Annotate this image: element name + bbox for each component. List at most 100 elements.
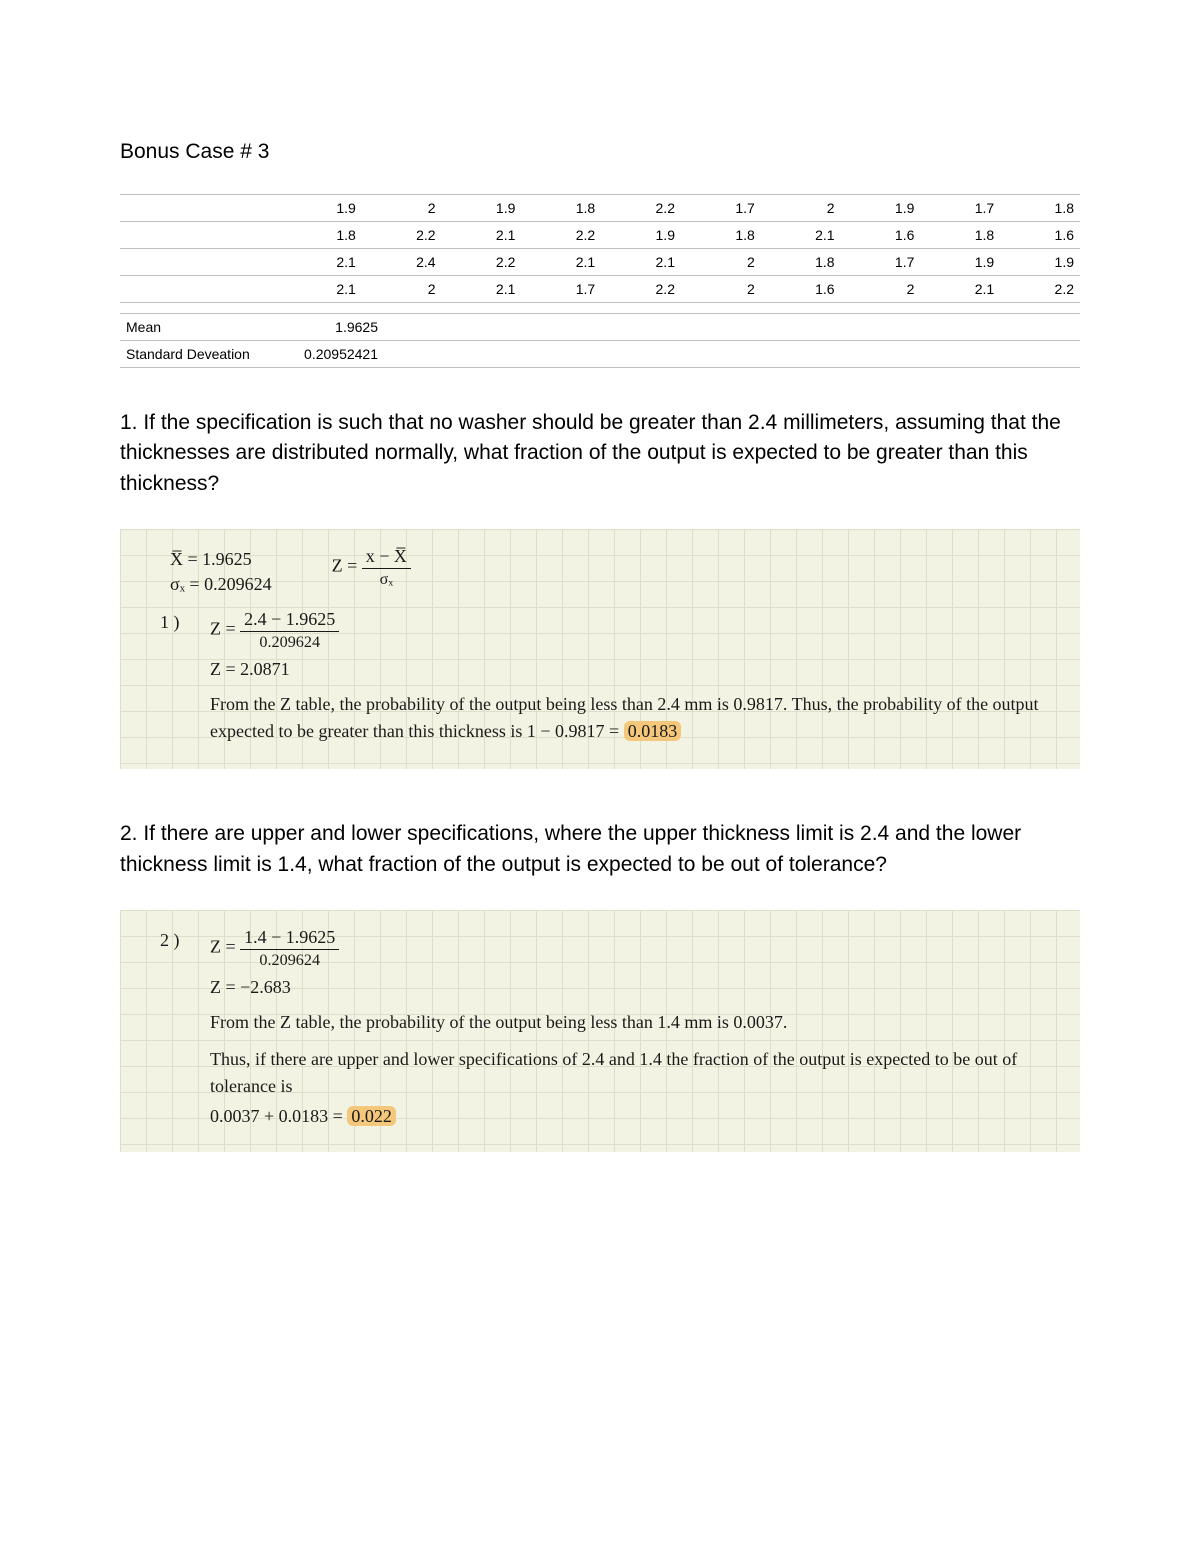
table-cell bbox=[771, 341, 848, 368]
ws2-z-lhs: Z = bbox=[210, 937, 236, 957]
table-cell: 1.6 bbox=[1000, 222, 1080, 249]
ws2-para-c: 0.0037 + 0.0183 = 0.022 bbox=[210, 1104, 1050, 1128]
table-cell: 1.7 bbox=[920, 195, 1000, 222]
stats-value: 0.20952421 bbox=[282, 341, 384, 368]
table-cell bbox=[771, 314, 848, 341]
ws1-conclusion: From the Z table, the probability of the… bbox=[210, 691, 1050, 745]
table-cell bbox=[539, 314, 616, 341]
ws1-z-den: 0.209624 bbox=[240, 632, 339, 651]
table-cell bbox=[120, 249, 282, 276]
table-cell: 2.4 bbox=[362, 249, 442, 276]
ws1-z-result: Z = 2.0871 bbox=[210, 657, 1050, 681]
table-cell: 1.9 bbox=[1000, 249, 1080, 276]
table-cell: 2 bbox=[681, 249, 761, 276]
table-cell: 1.6 bbox=[761, 276, 841, 303]
table-cell bbox=[120, 195, 282, 222]
table-cell: 1.6 bbox=[841, 222, 921, 249]
ws1-step: 1 ) Z = 2.4 − 1.9625 0.209624 Z = 2.0871… bbox=[170, 610, 1050, 745]
table-cell: 1.7 bbox=[841, 249, 921, 276]
table-cell: 1.9 bbox=[282, 195, 362, 222]
table-cell: 2.1 bbox=[442, 222, 522, 249]
table-cell bbox=[848, 314, 925, 341]
table-cell: 2.1 bbox=[442, 276, 522, 303]
table-cell: 1.9 bbox=[601, 222, 681, 249]
ws1-zformula-den: σₓ bbox=[362, 569, 411, 588]
question-2: 2. If there are upper and lower specific… bbox=[120, 819, 1080, 880]
stats-label: Mean bbox=[120, 314, 282, 341]
ws2-z-result: Z = −2.683 bbox=[210, 975, 1050, 999]
table-cell bbox=[461, 314, 538, 341]
table-cell bbox=[384, 341, 461, 368]
ws1-zformula-num: x − X̅ bbox=[362, 547, 411, 569]
ws2-para-a: From the Z table, the probability of the… bbox=[210, 1009, 1050, 1036]
worksheet-2: 2 ) Z = 1.4 − 1.9625 0.209624 Z = −2.683… bbox=[120, 910, 1080, 1152]
question-1: 1. If the specification is such that no … bbox=[120, 408, 1080, 499]
table-cell: 2.1 bbox=[601, 249, 681, 276]
table-cell: 2.1 bbox=[920, 276, 1000, 303]
table-cell: 1.9 bbox=[442, 195, 522, 222]
table-cell: 1.7 bbox=[681, 195, 761, 222]
table-cell bbox=[120, 276, 282, 303]
page-title: Bonus Case # 3 bbox=[120, 140, 1080, 164]
table-row: 1.921.91.82.21.721.91.71.8 bbox=[120, 195, 1080, 222]
table-cell: 2.2 bbox=[601, 195, 681, 222]
table-cell: 2 bbox=[841, 276, 921, 303]
table-cell: 2 bbox=[362, 195, 442, 222]
table-cell: 1.9 bbox=[920, 249, 1000, 276]
table-cell bbox=[693, 341, 770, 368]
stats-label: Standard Deveation bbox=[120, 341, 282, 368]
table-cell bbox=[848, 341, 925, 368]
table-cell: 1.8 bbox=[521, 195, 601, 222]
table-cell: 2.2 bbox=[362, 222, 442, 249]
table-cell bbox=[384, 314, 461, 341]
ws1-sigma: σₓ = 0.209624 bbox=[170, 572, 272, 596]
table-row: Standard Deveation0.20952421 bbox=[120, 341, 1080, 368]
table-cell: 1.8 bbox=[681, 222, 761, 249]
ws1-xbar: X̅ = 1.9625 bbox=[170, 547, 272, 571]
page: Bonus Case # 3 1.921.91.82.21.721.91.71.… bbox=[0, 0, 1200, 1553]
table-row: Mean1.9625 bbox=[120, 314, 1080, 341]
table-cell: 2 bbox=[362, 276, 442, 303]
table-cell: 2.1 bbox=[521, 249, 601, 276]
table-cell: 2.2 bbox=[601, 276, 681, 303]
ws1-z-num: 2.4 − 1.9625 bbox=[240, 610, 339, 632]
table-cell: 2.2 bbox=[521, 222, 601, 249]
table-cell: 2.1 bbox=[282, 249, 362, 276]
table-row: 2.122.11.72.221.622.12.2 bbox=[120, 276, 1080, 303]
table-cell: 2.1 bbox=[282, 276, 362, 303]
table-cell: 2 bbox=[681, 276, 761, 303]
table-cell bbox=[539, 341, 616, 368]
table-cell bbox=[925, 341, 1002, 368]
ws1-zformula: Z = x − X̅ σₓ bbox=[332, 547, 411, 588]
table-cell: 2.1 bbox=[761, 222, 841, 249]
worksheet-1: X̅ = 1.9625 σₓ = 0.209624 Z = x − X̅ σₓ … bbox=[120, 529, 1080, 769]
ws2-z-frac: 1.4 − 1.9625 0.209624 bbox=[240, 928, 339, 969]
ws2-sum-text: 0.0037 + 0.0183 = bbox=[210, 1106, 347, 1126]
ws1-zformula-lhs: Z = bbox=[332, 556, 358, 576]
ws1-zformula-frac: x − X̅ σₓ bbox=[362, 547, 411, 588]
data-table: 1.921.91.82.21.721.91.71.81.82.22.12.21.… bbox=[120, 194, 1080, 303]
table-cell: 1.9 bbox=[841, 195, 921, 222]
table-cell: 2.2 bbox=[442, 249, 522, 276]
table-cell bbox=[461, 341, 538, 368]
ws2-para-b: Thus, if there are upper and lower speci… bbox=[210, 1046, 1050, 1100]
table-cell bbox=[693, 314, 770, 341]
table-cell: 1.8 bbox=[282, 222, 362, 249]
table-cell bbox=[616, 314, 693, 341]
ws1-answer-highlight: 0.0183 bbox=[624, 721, 682, 741]
ws2-step: 2 ) Z = 1.4 − 1.9625 0.209624 Z = −2.683… bbox=[170, 928, 1050, 1128]
table-cell: 2.2 bbox=[1000, 276, 1080, 303]
ws2-step-label: 2 ) bbox=[160, 928, 180, 952]
table-cell: 2 bbox=[761, 195, 841, 222]
ws2-z-den: 0.209624 bbox=[240, 950, 339, 969]
ws1-z-frac: 2.4 − 1.9625 0.209624 bbox=[240, 610, 339, 651]
ws2-answer-highlight: 0.022 bbox=[347, 1106, 396, 1126]
table-row: 1.82.22.12.21.91.82.11.61.81.6 bbox=[120, 222, 1080, 249]
table-cell: 1.7 bbox=[521, 276, 601, 303]
table-cell bbox=[925, 314, 1002, 341]
table-cell: 1.8 bbox=[920, 222, 1000, 249]
table-cell bbox=[120, 222, 282, 249]
ws2-z-num: 1.4 − 1.9625 bbox=[240, 928, 339, 950]
stats-value: 1.9625 bbox=[282, 314, 384, 341]
stats-table: Mean1.9625Standard Deveation0.20952421 bbox=[120, 313, 1080, 368]
